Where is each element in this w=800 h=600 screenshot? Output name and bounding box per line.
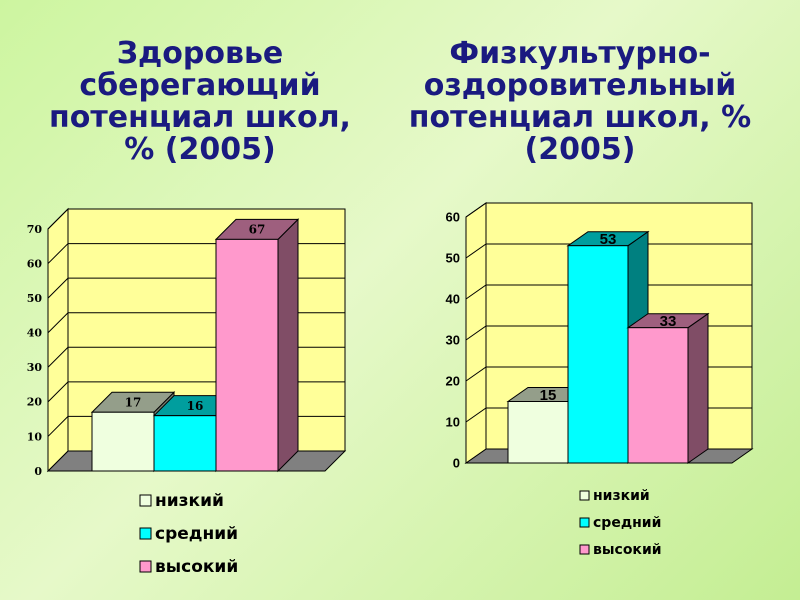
right-legend-swatch — [579, 517, 590, 528]
right-y-tick-label: 30 — [446, 333, 460, 348]
right-data-label: 15 — [540, 387, 557, 404]
left-legend-label: низкий — [155, 491, 224, 511]
left-legend-label: средний — [155, 524, 238, 544]
right-y-tick-label: 40 — [446, 292, 460, 307]
right-legend-label: низкий — [593, 488, 650, 504]
left-y-tick-label: 60 — [27, 257, 43, 270]
right-bar — [627, 327, 689, 464]
left-bar — [215, 238, 279, 472]
right-data-label: 53 — [600, 231, 617, 248]
left-y-tick-label: 70 — [27, 223, 43, 236]
right-bar — [567, 245, 629, 464]
right-bar — [507, 401, 569, 464]
right-y-tick-label: 20 — [446, 374, 460, 389]
right-gridline — [465, 202, 752, 218]
right-bar-side — [687, 312, 709, 464]
left-y-tick-label: 20 — [27, 396, 43, 409]
right-legend-swatch — [579, 544, 590, 555]
left-legend-label: высокий — [155, 557, 238, 577]
left-gridline — [47, 208, 345, 230]
left-bar — [153, 415, 217, 472]
left-y-tick-label: 10 — [27, 430, 43, 443]
left-data-label: 16 — [187, 399, 204, 413]
left-y-tick-label: 50 — [27, 292, 43, 305]
left-y-tick-label: 30 — [27, 361, 43, 374]
left-y-tick-label: 0 — [34, 465, 42, 478]
left-legend-swatch — [139, 527, 152, 540]
right-legend-swatch — [579, 490, 590, 501]
chart-right-title: Физкультурно-оздоровительный потенциал ш… — [408, 36, 752, 167]
right-gridline — [465, 243, 752, 259]
right-data-label: 33 — [660, 313, 677, 330]
right-legend-label: средний — [593, 515, 661, 531]
right-y-tick-label: 10 — [446, 415, 460, 430]
right-y-tick-label: 0 — [453, 456, 460, 471]
right-legend-label: высокий — [593, 542, 662, 558]
left-data-label: 17 — [125, 395, 142, 409]
left-legend-swatch — [139, 494, 152, 507]
right-y-tick-label: 60 — [446, 210, 460, 225]
left-bar — [91, 411, 155, 472]
right-gridline — [465, 284, 752, 300]
left-data-label: 67 — [249, 223, 266, 237]
chart-left-title: Здоровье сберегающий потенциал школ, % (… — [49, 36, 351, 167]
left-legend-swatch — [139, 560, 152, 573]
right-y-tick-label: 50 — [446, 251, 460, 266]
left-y-tick-label: 40 — [27, 327, 43, 340]
